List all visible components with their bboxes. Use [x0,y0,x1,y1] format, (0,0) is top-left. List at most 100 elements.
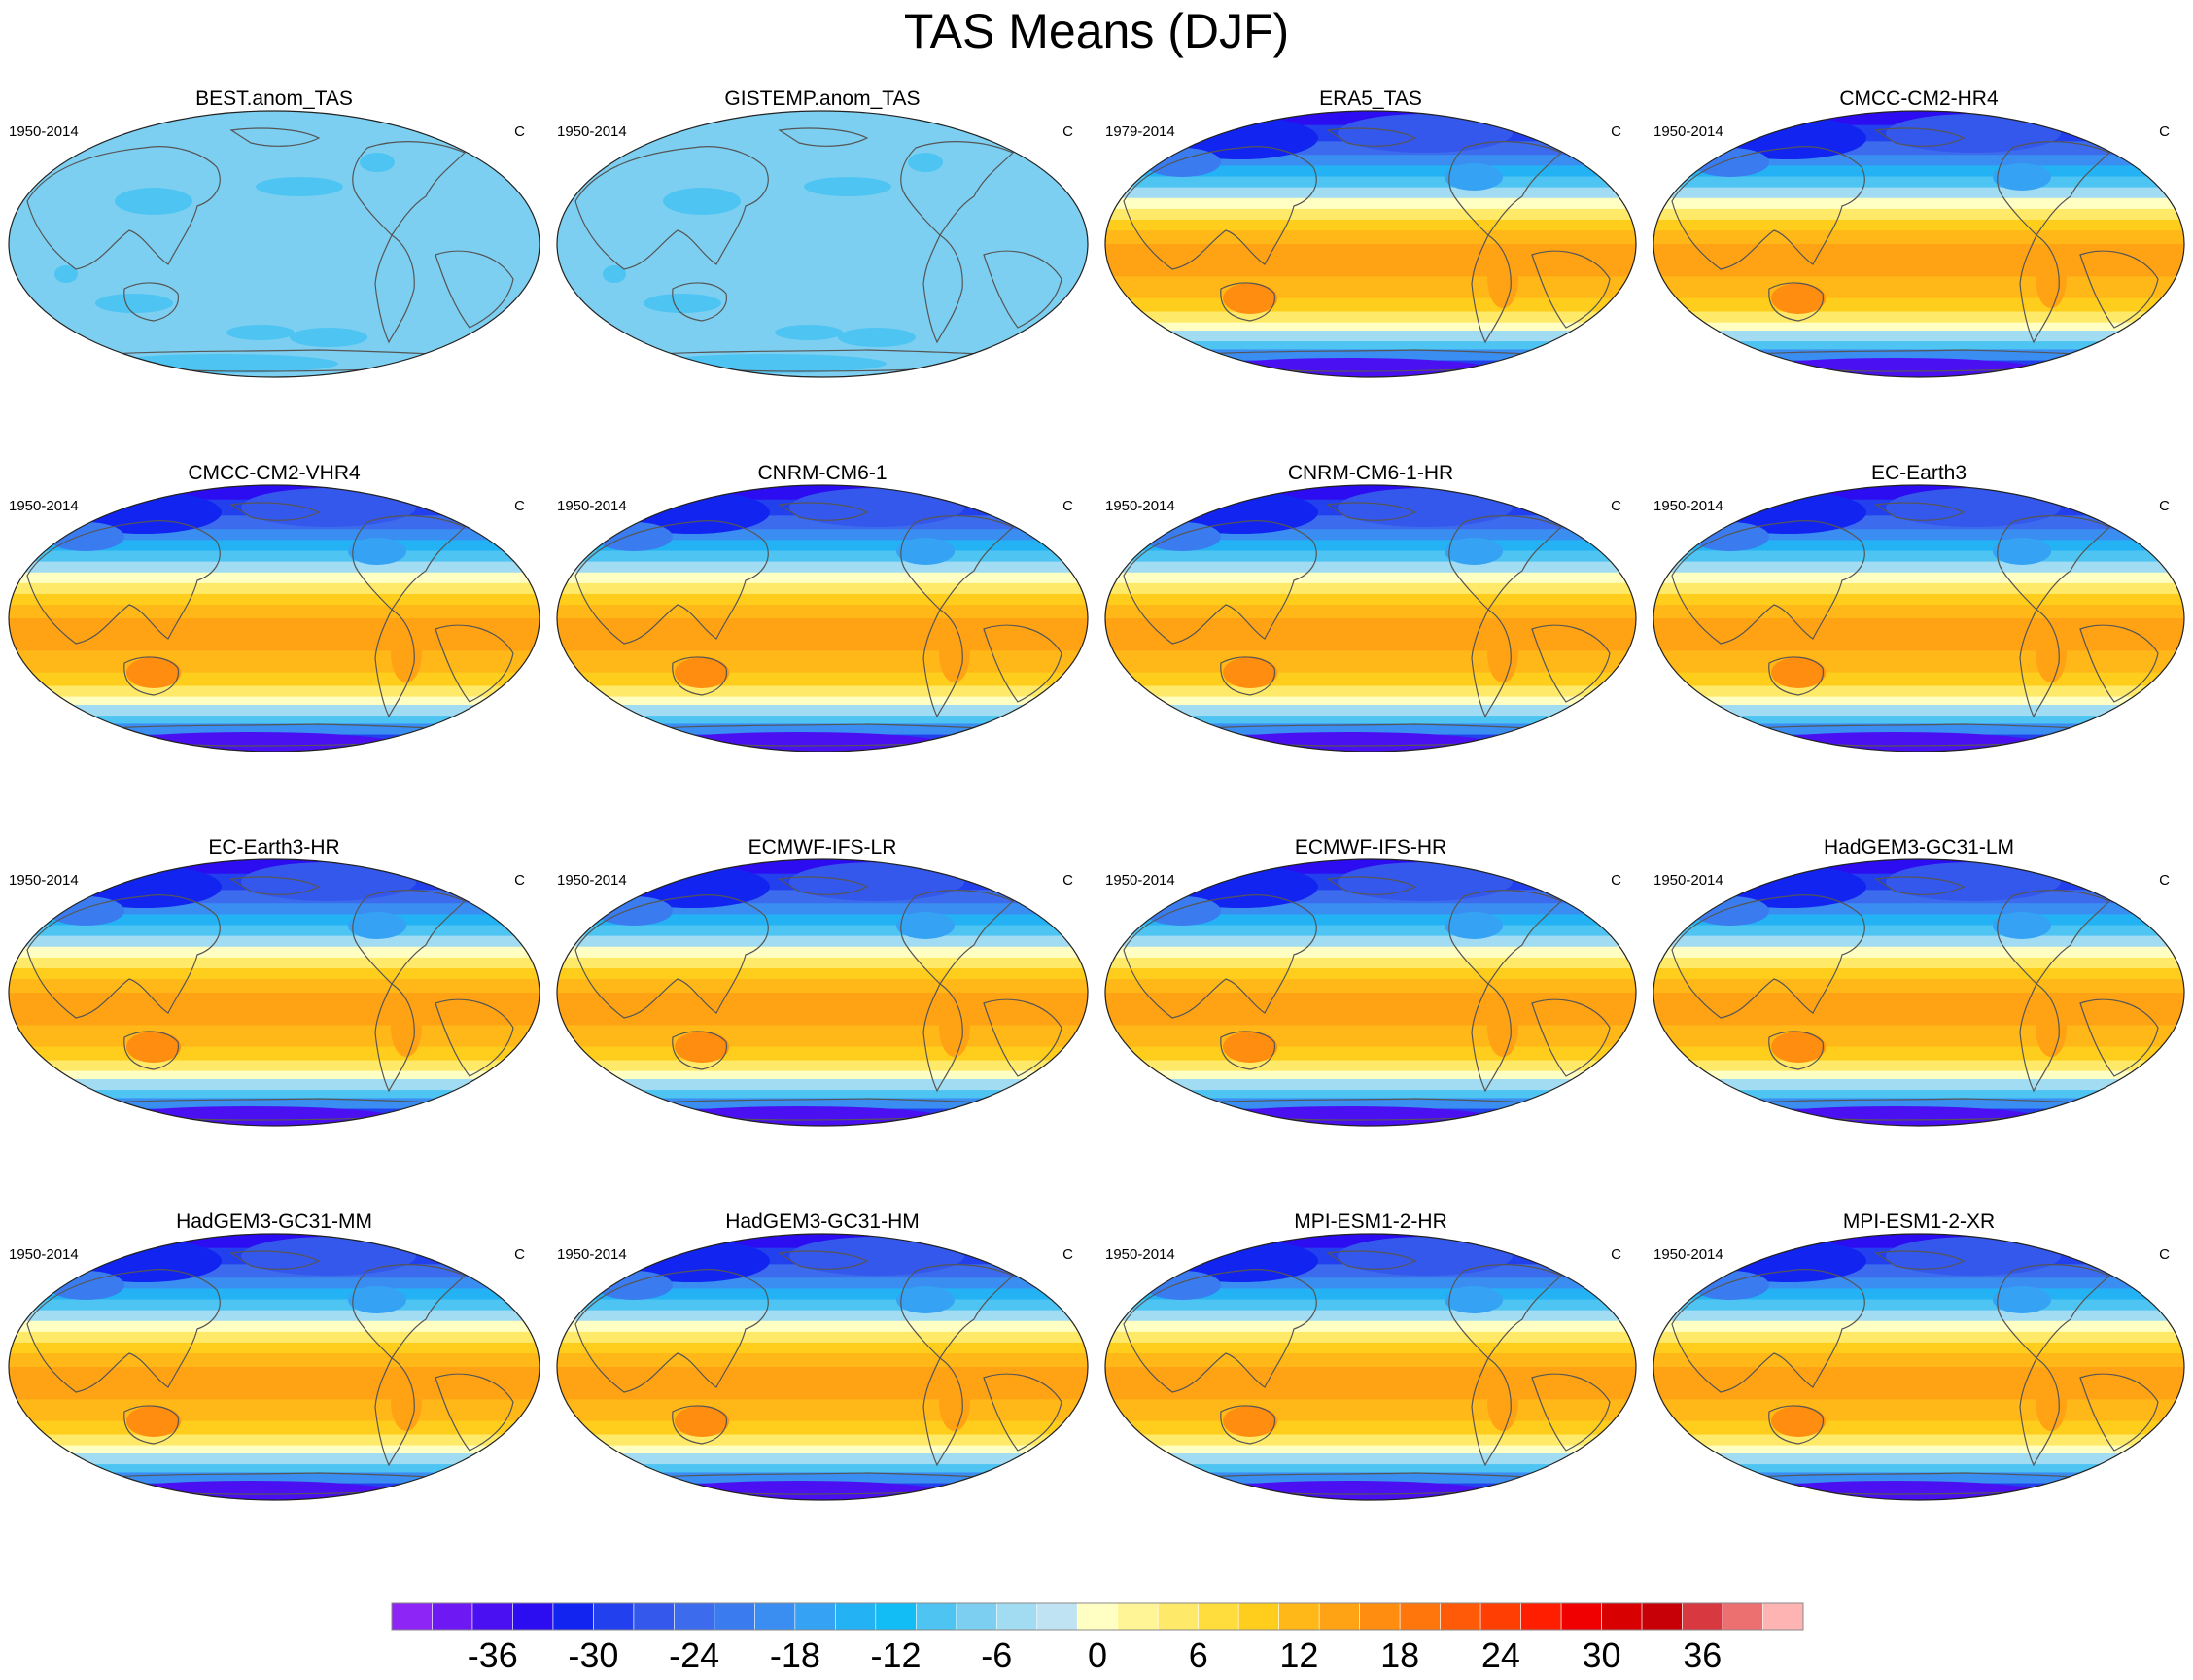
temperature-band [1105,979,1636,994]
temperature-band [1653,593,2184,607]
map-projection [556,858,1089,1127]
temperature-band [1105,605,1636,619]
anomaly-patch [838,328,916,347]
temperature-band [557,572,1088,584]
temperature-band [1105,1434,1636,1447]
coastline [1448,141,1563,236]
warm-region [939,624,970,682]
map-grid: BEST.anom_TAS 1950-2014 C GISTEMP.anom_TAS 1… [8,88,2185,1501]
temperature-band [9,672,540,687]
colorbar-tick-label: 36 [1683,1635,1723,1675]
panel-title: BEST.anom_TAS [195,88,353,110]
temperature-band [1105,276,1636,299]
temperature-band [9,605,540,619]
warm-region [2036,250,2067,308]
panel-period: 1950-2014 [557,123,627,140]
coastline [1768,1405,1825,1445]
coastline [672,1405,728,1445]
anomaly-patch [360,153,395,172]
colorbar-swatch [1399,1602,1441,1631]
anomaly-patch [908,153,943,172]
colorbar-swatch [471,1602,513,1631]
coastline [1448,515,1563,611]
warm-region [675,1406,729,1437]
temperature-band [1105,650,1636,674]
temperature-band [557,1090,1088,1100]
coastline [352,141,467,236]
temperature-band [1653,1464,2184,1474]
temperature-band [1653,197,2184,210]
coastline [778,876,869,895]
panel-unit: C [1062,498,1073,514]
warm-region [721,619,838,639]
map-border [8,110,540,378]
map-panel: CNRM-CM6-1-HR 1950-2014 C [1096,374,1645,752]
cold-region [1338,1237,1513,1276]
temperature-band [1653,696,2184,706]
coastline [1123,1269,1317,1393]
temperature-band [1105,946,1636,959]
temperature-band [1653,605,2184,619]
panel-unit: C [514,1246,525,1263]
warm-region [1818,994,1934,1013]
panel-unit: C [514,123,525,140]
coastline [1768,656,1825,696]
warm-region [1270,1368,1386,1387]
temperature-band [557,979,1088,994]
panel-period: 1950-2014 [1653,123,1723,140]
temperature-band [557,914,1088,927]
coastline [672,1031,728,1070]
coastline [1768,282,1825,322]
coastline [1471,983,1512,1093]
coastline [2019,1357,2060,1467]
warm-region [1487,998,1518,1057]
panel-unit: C [2159,1246,2170,1263]
colorbar-swatch [1076,1602,1119,1631]
temperature-band [557,1025,1088,1048]
temperature-band [9,593,540,607]
map-panel: MPI-ESM1-2-HR 1950-2014 C [1096,1123,1645,1501]
panel-title: ERA5_TAS [1319,88,1422,110]
coastline [229,127,321,147]
coastline [2079,250,2159,329]
colorbar-swatch [512,1602,554,1631]
temperature-band [557,1310,1088,1322]
warm-region [1223,657,1277,688]
colorbar-swatch [916,1602,957,1631]
map-projection [556,110,1089,378]
cold-region [1993,1286,2051,1313]
temperature-band [557,1331,1088,1344]
temperature-band [1653,685,2184,698]
temperature-band [1105,176,1636,189]
temperature-band [1653,550,2184,563]
colorbar-swatch [1560,1602,1602,1631]
panel-period: 1950-2014 [557,872,627,889]
temperature-band [1105,1310,1636,1322]
map-projection [8,858,540,1127]
panel-title: MPI-ESM1-2-HR [1294,1210,1447,1233]
temperature-band [557,967,1088,981]
cold-region [348,912,406,939]
temperature-band [1105,582,1636,595]
temperature-band [9,946,540,959]
temperature-band [557,957,1088,969]
coastline [1671,894,1865,1019]
temperature-band [1105,1070,1636,1080]
panel-title: CNRM-CM6-1 [757,462,888,484]
warm-region [1771,1406,1826,1437]
colorbar-tick-label: -30 [568,1635,619,1675]
map-border [556,110,1089,378]
coastline [229,502,321,521]
temperature-band [557,650,1088,674]
coastline [435,1373,514,1452]
temperature-band [9,1353,540,1368]
temperature-band [1105,1452,1636,1466]
temperature-band [1105,311,1636,324]
temperature-band [1105,165,1636,178]
panel-unit: C [2159,123,2170,140]
colorbar-tick-label: 0 [1087,1635,1108,1675]
temperature-band [1653,540,2184,552]
cold-region [348,538,406,565]
coastline [983,624,1062,703]
warm-region [721,994,838,1013]
